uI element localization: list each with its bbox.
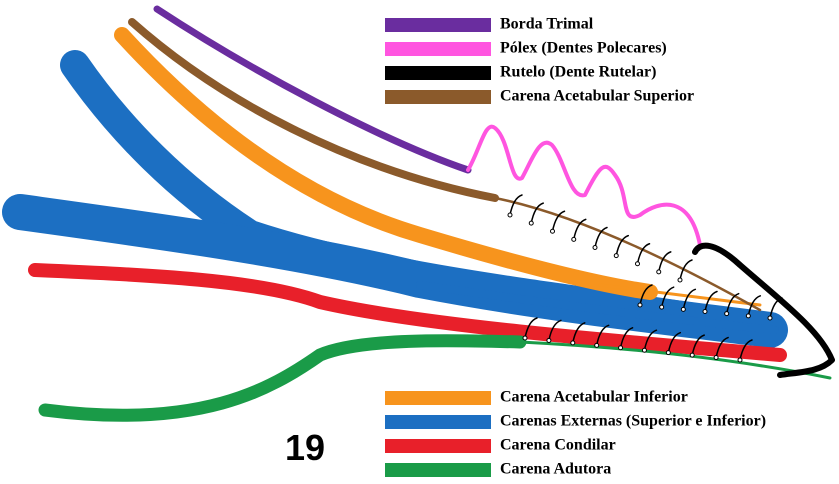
legend-swatch [385,439,491,453]
seta-base [529,221,533,225]
seta-base [619,346,623,350]
seta-base [636,262,640,266]
diagram: Borda Trimal Pólex (Dentes Polecares) Rute… [0,0,839,484]
seta-base [725,312,729,316]
legend-label: Carena Condilar [500,437,616,454]
legend-swatch [385,463,491,477]
legend-swatch [385,90,491,104]
seta-base [614,254,618,258]
legend-top: Borda Trimal Pólex (Dentes Polecares) Rute… [385,16,694,105]
seta-base [593,246,597,250]
legend-label: Carena Adutora [500,461,611,478]
legend-label: Borda Trimal [500,16,594,33]
seta-base [703,310,707,314]
seta-base [746,314,750,318]
seta-base [666,351,670,355]
legend-swatch [385,42,491,56]
pink-pollex [468,127,700,245]
seta-base [551,229,555,233]
legend-label: Carena Acetabular Inferior [500,389,688,406]
seta-base [690,353,694,357]
seta-base [523,336,527,340]
legend-label: Carenas Externas (Superior e Inferior) [500,413,766,430]
seta-base [657,270,661,274]
seta-base [508,213,512,217]
legend-swatch [385,415,491,429]
seta-base [738,358,742,362]
legend-swatch [385,18,491,32]
seta-base [678,278,682,282]
seta-base [638,303,642,307]
seta [531,203,543,223]
legend-swatch [385,66,491,80]
legend-bottom: Carena Acetabular Inferior Carenas Extern… [385,389,766,478]
legend-label: Pólex (Dentes Polecares) [500,40,667,57]
seta-base [681,307,685,311]
seta-base [571,341,575,345]
legend-swatch [385,391,491,405]
seta-base [660,305,664,309]
seta-base [547,338,551,342]
legend-label: Rutelo (Dente Rutelar) [500,64,656,81]
purple-border [157,9,468,170]
seta-base [768,316,772,320]
figure-number: 19 [285,427,325,468]
legend-label: Carena Acetabular Superior [500,88,694,105]
seta-base [572,237,576,241]
seta-base [595,343,599,347]
seta-base [642,348,646,352]
seta-base [714,356,718,360]
